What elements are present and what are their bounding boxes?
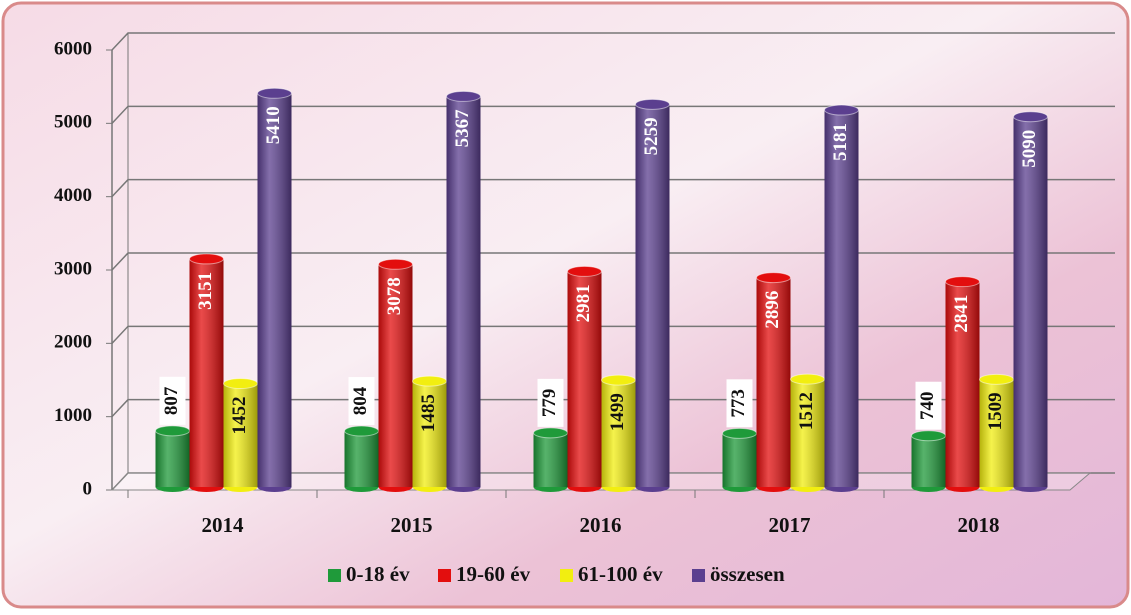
bar-shade	[378, 264, 413, 487]
x-tick-label: 2014	[202, 513, 245, 537]
value-label-box	[726, 379, 753, 428]
bar-shade	[756, 277, 791, 487]
value-label: 807	[161, 386, 182, 415]
x-tick-label: 2018	[958, 513, 1000, 537]
grid-line	[111, 252, 1115, 271]
grid-line	[111, 105, 1115, 124]
bar-top	[722, 427, 757, 439]
legend-swatch	[438, 569, 451, 582]
bar-shade	[257, 93, 292, 488]
y-tick-label: 3000	[54, 258, 92, 279]
value-label: 3078	[384, 277, 405, 315]
bar-shade	[446, 96, 481, 488]
value-label: 5259	[641, 117, 662, 155]
value-label: 779	[539, 389, 560, 418]
value-label: 2841	[951, 295, 972, 333]
y-tick-label: 2000	[54, 332, 92, 353]
bar-top	[911, 430, 946, 442]
value-label: 804	[350, 386, 371, 415]
value-label-box	[159, 376, 186, 425]
x-tick-label: 2016	[580, 513, 622, 537]
bar-top	[635, 98, 670, 110]
bar-shade	[979, 379, 1014, 487]
y-tick-label: 5000	[54, 112, 92, 133]
legend-label: 61-100 év	[578, 562, 663, 586]
bar-top	[378, 258, 413, 270]
value-label-box	[348, 377, 375, 426]
bar-shade	[601, 380, 636, 487]
bar-shade	[533, 432, 568, 487]
y-tick-label: 4000	[54, 185, 92, 206]
legend-label: összesen	[710, 562, 785, 586]
value-label-box	[915, 381, 942, 430]
bar-top	[257, 87, 292, 99]
value-label: 1509	[985, 392, 1006, 430]
bar-top	[344, 425, 379, 437]
bar-shade	[155, 430, 190, 487]
bar-shade	[412, 381, 447, 487]
bar-top	[945, 276, 980, 288]
grid-line	[111, 32, 1115, 51]
bar-top	[1013, 111, 1048, 123]
bar-top	[412, 375, 447, 387]
x-tick-label: 2015	[391, 513, 433, 537]
x-tick-label: 2017	[769, 513, 811, 537]
legend-swatch	[560, 569, 573, 582]
y-tick-label: 0	[83, 478, 93, 499]
bar-shade	[911, 435, 946, 487]
bar-top	[189, 253, 224, 265]
bar-shade	[1013, 116, 1048, 487]
value-label: 1499	[607, 393, 628, 431]
bar-shade	[635, 104, 670, 487]
legend-label: 19-60 év	[456, 562, 531, 586]
bar-top	[533, 427, 568, 439]
y-tick-label: 6000	[54, 38, 92, 59]
value-label: 1452	[229, 397, 250, 435]
bar-top	[223, 378, 258, 390]
value-label: 2896	[762, 291, 783, 329]
value-label: 3151	[195, 272, 216, 310]
bar-shade	[189, 258, 224, 487]
bar-shade	[223, 383, 258, 487]
bar-top	[446, 90, 481, 102]
value-label-box	[537, 378, 564, 427]
bar-shade	[722, 433, 757, 487]
y-tick-label: 1000	[54, 405, 92, 426]
legend-swatch	[692, 569, 705, 582]
value-label: 5367	[452, 109, 473, 148]
bar-top	[567, 265, 602, 277]
bar-top	[790, 373, 825, 385]
bar-top	[979, 373, 1014, 385]
bar-top	[601, 374, 636, 386]
value-label: 5410	[263, 106, 284, 144]
legend-label: 0-18 év	[346, 562, 410, 586]
grid-line	[111, 178, 1115, 198]
bar-top	[155, 425, 190, 437]
bar-shade	[344, 431, 379, 487]
bar-shade	[790, 379, 825, 487]
bar-shade	[824, 110, 859, 487]
value-label: 2981	[573, 284, 594, 322]
bar-top	[756, 272, 791, 284]
value-label: 1512	[796, 392, 817, 430]
bar-top	[824, 104, 859, 116]
value-label: 773	[728, 389, 749, 418]
value-label: 1485	[418, 394, 439, 432]
bar-shade	[567, 271, 602, 487]
value-label: 5181	[830, 123, 851, 161]
value-label: 5090	[1019, 130, 1040, 168]
legend-swatch	[328, 569, 341, 582]
bar-shade	[945, 281, 980, 487]
value-label: 740	[917, 391, 938, 420]
